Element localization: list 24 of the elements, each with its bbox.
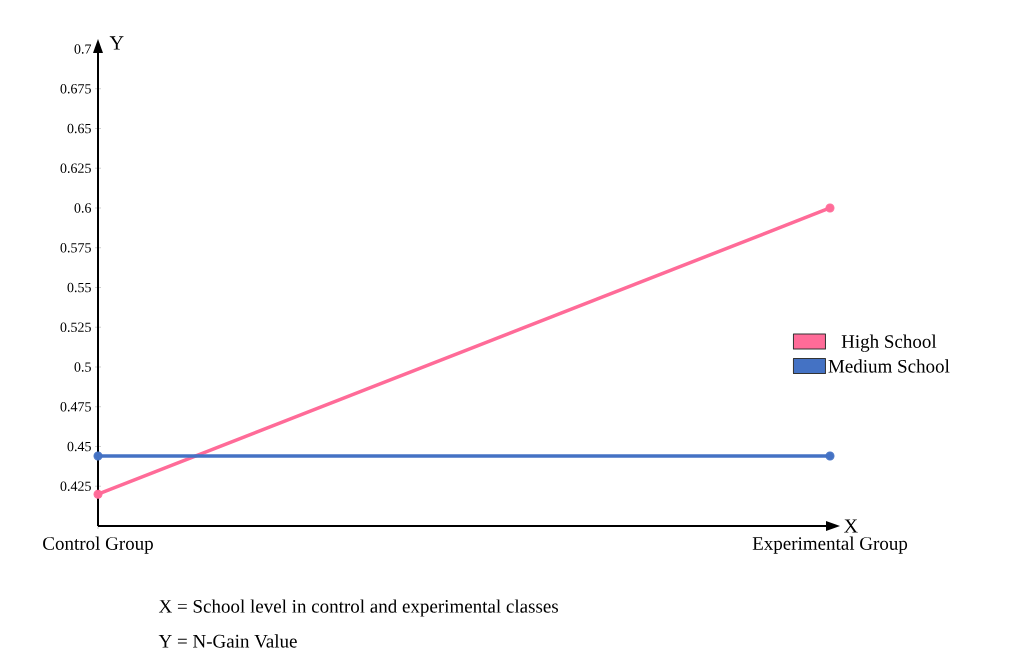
y-tick-label: 0.475 bbox=[60, 401, 91, 412]
y-tick-label: 0.525 bbox=[60, 322, 91, 333]
x-axis-title: X bbox=[844, 519, 858, 533]
y-tick-label: 0.675 bbox=[60, 83, 91, 94]
y-tick-label: 0.55 bbox=[67, 282, 91, 293]
legend-label: High School bbox=[841, 334, 937, 352]
point bbox=[93, 451, 103, 461]
x-tick-label: Experimental Group bbox=[752, 536, 908, 554]
point bbox=[825, 203, 835, 213]
text: X = School level in control and experimental classes bbox=[158, 599, 559, 617]
y-tick-label: 0.425 bbox=[60, 481, 91, 492]
y-tick-label: 0.7 bbox=[74, 44, 92, 54]
point bbox=[93, 489, 103, 499]
text: Y = N-Gain Value bbox=[158, 634, 297, 648]
y-tick-label: 0.65 bbox=[67, 123, 91, 134]
y-tick-label: 0.6 bbox=[74, 203, 92, 213]
y-tick-label: 0.5 bbox=[74, 362, 91, 372]
y-tick-label: 0.575 bbox=[60, 242, 91, 253]
point bbox=[825, 451, 835, 461]
legend-label: Medium School bbox=[828, 359, 950, 373]
y-axis-title: Y bbox=[109, 36, 124, 50]
x-tick-label: Control Group bbox=[43, 536, 153, 554]
y-tick-label: 0.45 bbox=[67, 441, 91, 452]
y-tick-label: 0.625 bbox=[60, 163, 91, 174]
